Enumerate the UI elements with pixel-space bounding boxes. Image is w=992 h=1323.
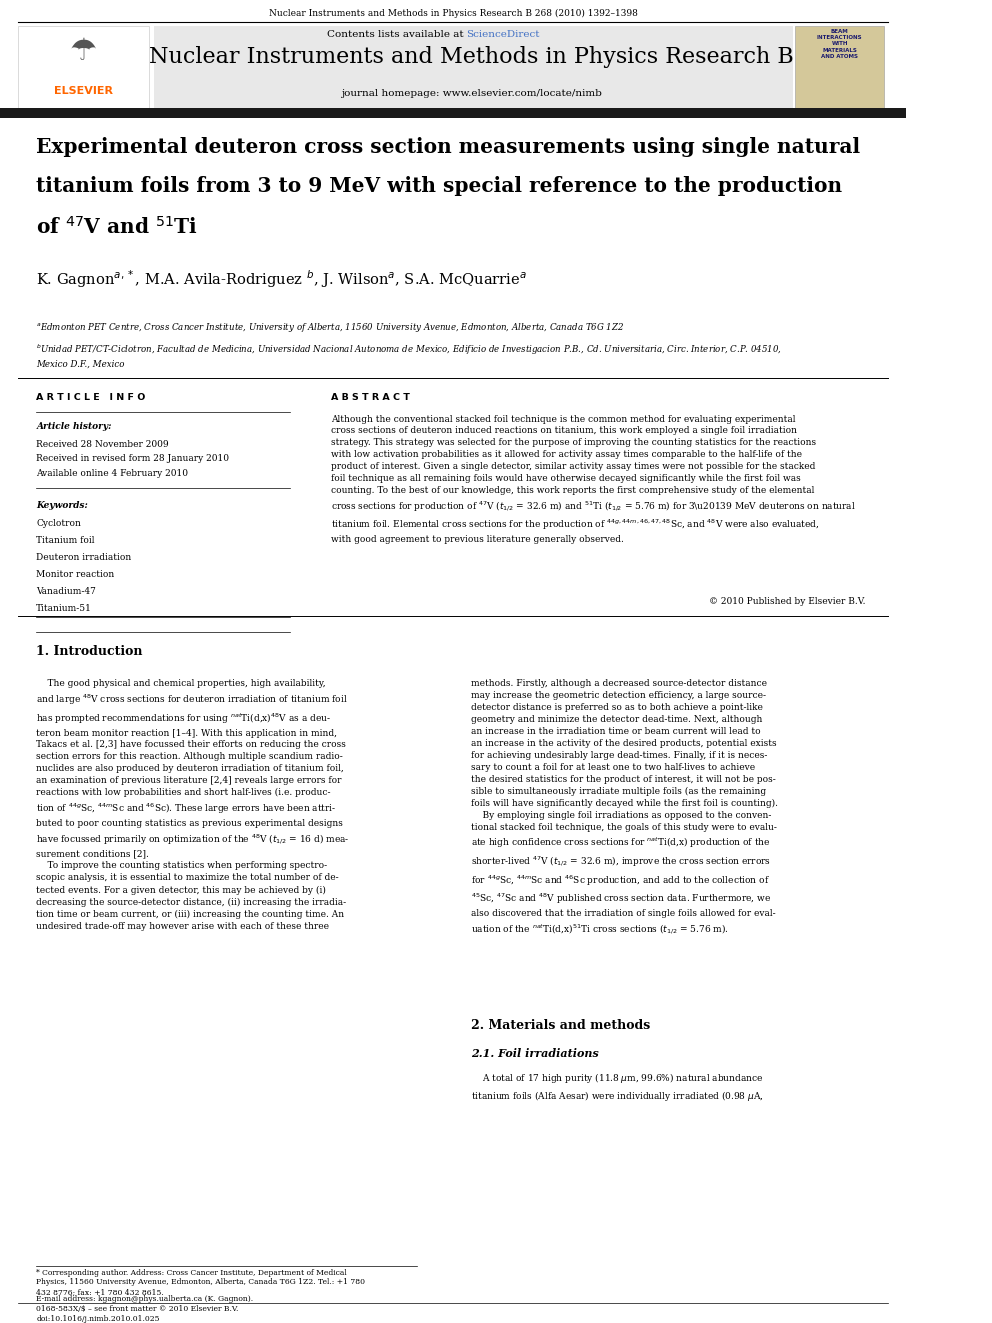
- Text: journal homepage: www.elsevier.com/locate/nimb: journal homepage: www.elsevier.com/locat…: [340, 90, 601, 98]
- Text: Received 28 November 2009: Received 28 November 2009: [37, 439, 169, 448]
- Text: Mexico D.F., Mexico: Mexico D.F., Mexico: [37, 360, 125, 368]
- Text: titanium foils from 3 to 9 MeV with special reference to the production: titanium foils from 3 to 9 MeV with spec…: [37, 176, 842, 196]
- Text: 2. Materials and methods: 2. Materials and methods: [471, 1019, 651, 1032]
- Text: Monitor reaction: Monitor reaction: [37, 570, 114, 579]
- Text: Experimental deuteron cross section measurements using single natural: Experimental deuteron cross section meas…: [37, 136, 860, 157]
- Text: Available online 4 February 2010: Available online 4 February 2010: [37, 468, 188, 478]
- Text: © 2010 Published by Elsevier B.V.: © 2010 Published by Elsevier B.V.: [708, 598, 865, 606]
- Text: Keywords:: Keywords:: [37, 501, 88, 511]
- Text: of $^{47}$V and $^{51}$Ti: of $^{47}$V and $^{51}$Ti: [37, 216, 198, 238]
- Text: Vanadium-47: Vanadium-47: [37, 587, 96, 595]
- Text: ScienceDirect: ScienceDirect: [466, 30, 540, 40]
- Text: Contents lists available at: Contents lists available at: [326, 30, 466, 40]
- FancyBboxPatch shape: [18, 26, 150, 108]
- Text: methods. Firstly, although a decreased source-detector distance
may increase the: methods. Firstly, although a decreased s…: [471, 679, 778, 937]
- Text: 0168-583X/$ – see front matter © 2010 Elsevier B.V.: 0168-583X/$ – see front matter © 2010 El…: [37, 1306, 239, 1314]
- Text: K. Gagnon$^{a,*}$, M.A. Avila-Rodriguez $^{b}$, J. Wilson$^{a}$, S.A. McQuarrie$: K. Gagnon$^{a,*}$, M.A. Avila-Rodriguez …: [37, 269, 527, 290]
- Text: ELSEVIER: ELSEVIER: [54, 86, 113, 95]
- Text: 1. Introduction: 1. Introduction: [37, 644, 143, 658]
- Text: Titanium foil: Titanium foil: [37, 536, 95, 545]
- Text: Deuteron irradiation: Deuteron irradiation: [37, 553, 132, 562]
- FancyBboxPatch shape: [796, 26, 884, 108]
- Text: A B S T R A C T: A B S T R A C T: [330, 393, 410, 402]
- Text: ☂: ☂: [69, 37, 97, 66]
- Text: $^{b}$Unidad PET/CT-Ciclotron, Facultad de Medicina, Universidad Nacional Autono: $^{b}$Unidad PET/CT-Ciclotron, Facultad …: [37, 343, 782, 357]
- Text: Nuclear Instruments and Methods in Physics Research B: Nuclear Instruments and Methods in Physi…: [149, 46, 794, 67]
- Text: Nuclear Instruments and Methods in Physics Research B 268 (2010) 1392–1398: Nuclear Instruments and Methods in Physi…: [269, 9, 638, 19]
- Text: 2.1. Foil irradiations: 2.1. Foil irradiations: [471, 1048, 599, 1058]
- Text: A R T I C L E   I N F O: A R T I C L E I N F O: [37, 393, 146, 402]
- Text: $^{a}$Edmonton PET Centre, Cross Cancer Institute, University of Alberta, 11560 : $^{a}$Edmonton PET Centre, Cross Cancer …: [37, 321, 625, 335]
- Text: doi:10.1016/j.nimb.2010.01.025: doi:10.1016/j.nimb.2010.01.025: [37, 1315, 160, 1323]
- FancyBboxPatch shape: [154, 26, 793, 108]
- Text: The good physical and chemical properties, high availability,
and large $^{48}$V: The good physical and chemical propertie…: [37, 679, 350, 930]
- Text: * Corresponding author. Address: Cross Cancer Institute, Department of Medical
P: * Corresponding author. Address: Cross C…: [37, 1269, 365, 1297]
- Text: Although the conventional stacked foil technique is the common method for evalua: Although the conventional stacked foil t…: [330, 414, 855, 544]
- Text: BEAM
INTERACTIONS
WITH
MATERIALS
AND ATOMS: BEAM INTERACTIONS WITH MATERIALS AND ATO…: [817, 29, 863, 58]
- Text: Cyclotron: Cyclotron: [37, 519, 81, 528]
- Text: A total of 17 high purity (11.8 $\mu$m, 99.6%) natural abundance
titanium foils : A total of 17 high purity (11.8 $\mu$m, …: [471, 1072, 764, 1103]
- Text: E-mail address: kgagnon@phys.ualberta.ca (K. Gagnon).: E-mail address: kgagnon@phys.ualberta.ca…: [37, 1295, 253, 1303]
- Text: Titanium-51: Titanium-51: [37, 605, 92, 613]
- Text: Received in revised form 28 January 2010: Received in revised form 28 January 2010: [37, 454, 229, 463]
- Text: Article history:: Article history:: [37, 422, 112, 431]
- FancyBboxPatch shape: [0, 108, 906, 119]
